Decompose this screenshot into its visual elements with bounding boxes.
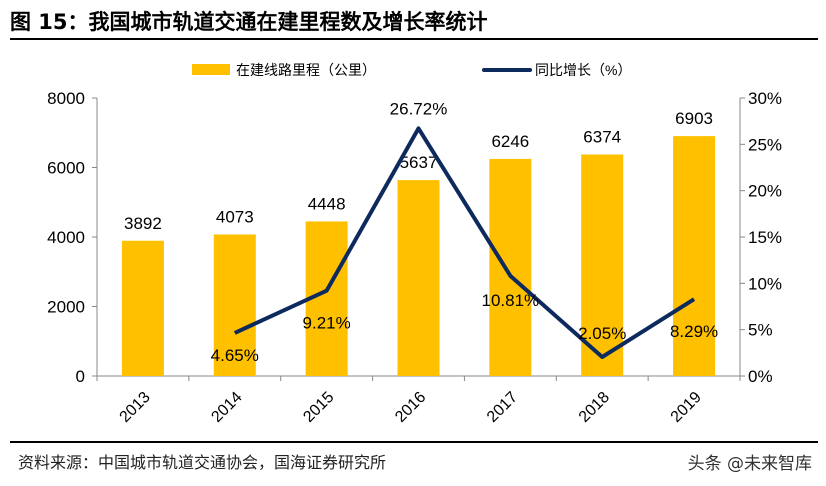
x-tick-label: 2017 [484, 389, 521, 426]
x-tick-label: 2016 [392, 389, 429, 426]
bar-value-label: 4448 [308, 194, 346, 213]
bar [673, 136, 716, 376]
bar-value-label: 4073 [216, 207, 254, 226]
line-value-label: 8.29% [670, 322, 718, 341]
x-tick-label: 2018 [576, 389, 613, 426]
x-tick-label: 2013 [117, 389, 154, 426]
line-value-label: 10.81% [482, 291, 540, 310]
right-tick-label: 25% [748, 135, 782, 154]
left-tick-label: 2000 [47, 298, 85, 317]
line-value-label: 9.21% [303, 314, 351, 333]
left-tick-label: 8000 [47, 89, 85, 108]
bar [397, 180, 440, 376]
right-tick-label: 5% [748, 321, 773, 340]
chart: 0 2000 4000 6000 8000 0% 5% 10% 15% 20% 25% 30% 2013… [47, 62, 782, 426]
bar-value-label: 6246 [491, 132, 529, 151]
watermark: 头条 @未来智库 [687, 454, 812, 474]
bar-value-label: 6903 [675, 109, 713, 128]
bar [213, 234, 256, 376]
figure-title: 图 15：我国城市轨道交通在建里程数及增长率统计 [10, 10, 488, 34]
line-value-label: 2.05% [578, 324, 626, 343]
x-tick-label: 2014 [208, 389, 245, 426]
bar-value-label: 5637 [400, 153, 438, 172]
bar [489, 158, 532, 376]
line-value-label: 26.72% [390, 99, 448, 118]
right-tick-label: 15% [748, 228, 782, 247]
line-value-label: 4.65% [211, 346, 259, 365]
bar-value-label: 3892 [124, 214, 162, 233]
legend-label-bar: 在建线路里程（公里） [236, 62, 376, 78]
left-tick-label: 6000 [47, 159, 85, 178]
top-rule [10, 38, 818, 40]
source-note: 资料来源：中国城市轨道交通协会，国海证券研究所 [18, 453, 387, 472]
right-tick-label: 20% [748, 182, 782, 201]
legend-swatch-bar [192, 64, 230, 75]
left-tick-label: 4000 [47, 228, 85, 247]
right-tick-label: 0% [748, 367, 773, 386]
growth-line [233, 126, 696, 360]
legend-label-line: 同比增长（%） [535, 62, 631, 78]
right-tick-label: 30% [748, 89, 782, 108]
bottom-rule [10, 441, 818, 443]
bar-value-label: 6374 [583, 128, 621, 147]
bar [121, 240, 164, 376]
x-tick-label: 2015 [300, 389, 337, 426]
x-tick-label: 2019 [668, 389, 705, 426]
left-tick-label: 0 [76, 367, 85, 386]
right-tick-label: 10% [748, 274, 782, 293]
bar [581, 154, 624, 376]
